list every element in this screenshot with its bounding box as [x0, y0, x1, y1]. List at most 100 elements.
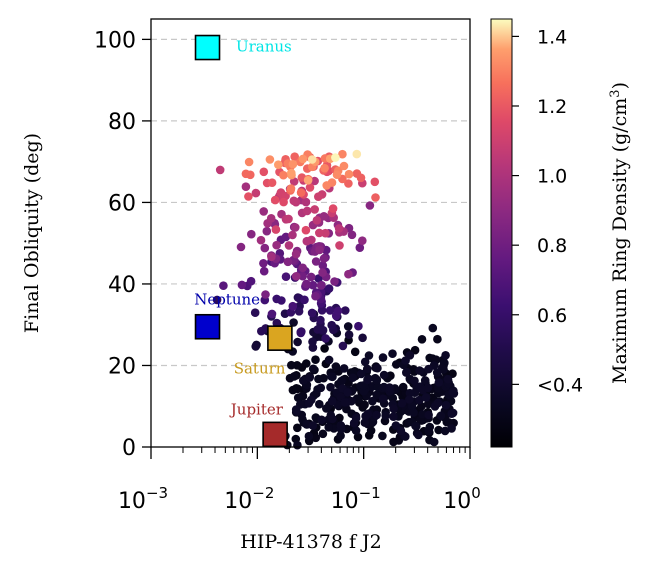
scatter-point: [283, 257, 293, 267]
planet-markers: Uranus Neptune Saturn Jupiter: [194, 34, 293, 448]
scatter-point: [344, 179, 353, 188]
scatter-point: [332, 170, 342, 179]
scatter-point: [279, 170, 288, 180]
colorbar-tick-label: 0.8: [537, 235, 567, 257]
scatter-point: [267, 178, 277, 187]
scatter-point: [318, 268, 327, 277]
scatter-point: [405, 388, 415, 398]
scatter-point: [429, 437, 439, 447]
scatter-point: [301, 225, 311, 235]
scatter-point: [409, 408, 418, 417]
scatter-point: [352, 149, 362, 159]
colorbar-ticks: <0.4 0.6 0.8 1.0 1.2 1.4: [512, 26, 583, 396]
scatter-point: [294, 307, 304, 316]
scatter-point: [316, 315, 325, 325]
scatter-point: [424, 410, 433, 420]
scatter-point: [392, 360, 401, 369]
scatter-point: [343, 388, 352, 397]
scatter-point: [259, 259, 268, 268]
scatter-point: [324, 423, 334, 432]
scatter-point: [320, 163, 329, 173]
scatter-point: [371, 193, 380, 202]
scatter-point: [354, 321, 363, 331]
scatter-point: [351, 413, 361, 423]
scatter-point: [284, 214, 293, 224]
scatter-point: [314, 374, 323, 384]
scatter-point: [279, 197, 288, 207]
scatter-point: [354, 395, 363, 404]
scatter-point: [388, 349, 397, 359]
scatter-point: [424, 399, 433, 409]
scatter-point: [424, 364, 433, 374]
scatter-point: [316, 383, 326, 393]
scatter-point: [348, 373, 358, 383]
scatter-point: [257, 326, 266, 336]
scatter-point: [338, 341, 348, 351]
scatter-point: [266, 214, 276, 223]
scatter-point: [370, 177, 380, 187]
scatter-point: [241, 169, 251, 179]
scatter-point: [293, 337, 302, 347]
scatter-point: [447, 424, 456, 433]
scatter-point: [366, 426, 376, 435]
scatter-point: [272, 240, 281, 250]
scatter-point: [331, 153, 340, 162]
uranus-marker: [194, 34, 221, 61]
colorbar-gradient: [490, 18, 513, 448]
scatter-point: [361, 411, 370, 421]
scatter-point: [322, 404, 331, 413]
y-tick-label: 40: [108, 273, 136, 298]
scatter-point: [311, 257, 321, 266]
scatter-point: [287, 168, 296, 178]
scatter-point: [433, 398, 443, 408]
x-tick-label: 10−3: [118, 484, 168, 514]
colorbar-label: Maximum Ring Density (g/cm3): [608, 82, 632, 384]
scatter-point: [334, 224, 344, 233]
scatter-point: [303, 176, 313, 185]
scatter-points: [212, 149, 459, 450]
scatter-point: [396, 426, 406, 436]
scatter-point: [315, 228, 324, 238]
scatter-point: [262, 226, 272, 236]
scatter-point: [398, 382, 408, 392]
scatter-point: [319, 212, 329, 221]
scatter-point: [259, 167, 269, 177]
scatter-point: [343, 322, 353, 331]
scatter-point: [272, 318, 282, 328]
scatter-point: [358, 333, 367, 343]
scatter-point: [299, 376, 308, 385]
scatter-point: [302, 420, 311, 429]
scatter-point: [378, 431, 387, 441]
scatter-point: [311, 291, 320, 301]
scatter-point: [441, 400, 451, 410]
scatter-point: [291, 249, 301, 259]
scatter-point: [300, 295, 309, 305]
scatter-point: [290, 152, 300, 161]
scatter-point: [316, 281, 326, 290]
scatter-point: [402, 367, 412, 377]
scatter-point: [333, 306, 343, 316]
scatter-point: [389, 437, 398, 447]
scatter-point: [298, 271, 308, 281]
scatter-point: [256, 235, 266, 245]
scatter-point: [372, 410, 381, 420]
scatter-point: [304, 431, 314, 441]
scatter-point: [324, 355, 334, 365]
saturn-marker: [267, 325, 293, 351]
scatter-point: [244, 192, 253, 201]
scatter-point: [344, 269, 353, 279]
scatter-point: [423, 383, 433, 393]
scatter-point: [288, 230, 297, 240]
scatter-point: [259, 266, 269, 276]
scatter-point: [372, 390, 381, 400]
scatter-point: [291, 405, 301, 414]
scatter-point: [342, 404, 351, 414]
scatter-point: [363, 364, 372, 374]
scatter-point: [301, 197, 311, 207]
scatter-point: [359, 387, 369, 396]
scatter-point: [360, 357, 370, 367]
scatter-point: [351, 426, 361, 435]
scatter-point: [281, 272, 291, 282]
scatter-point: [424, 426, 434, 436]
scatter-point: [293, 440, 302, 450]
